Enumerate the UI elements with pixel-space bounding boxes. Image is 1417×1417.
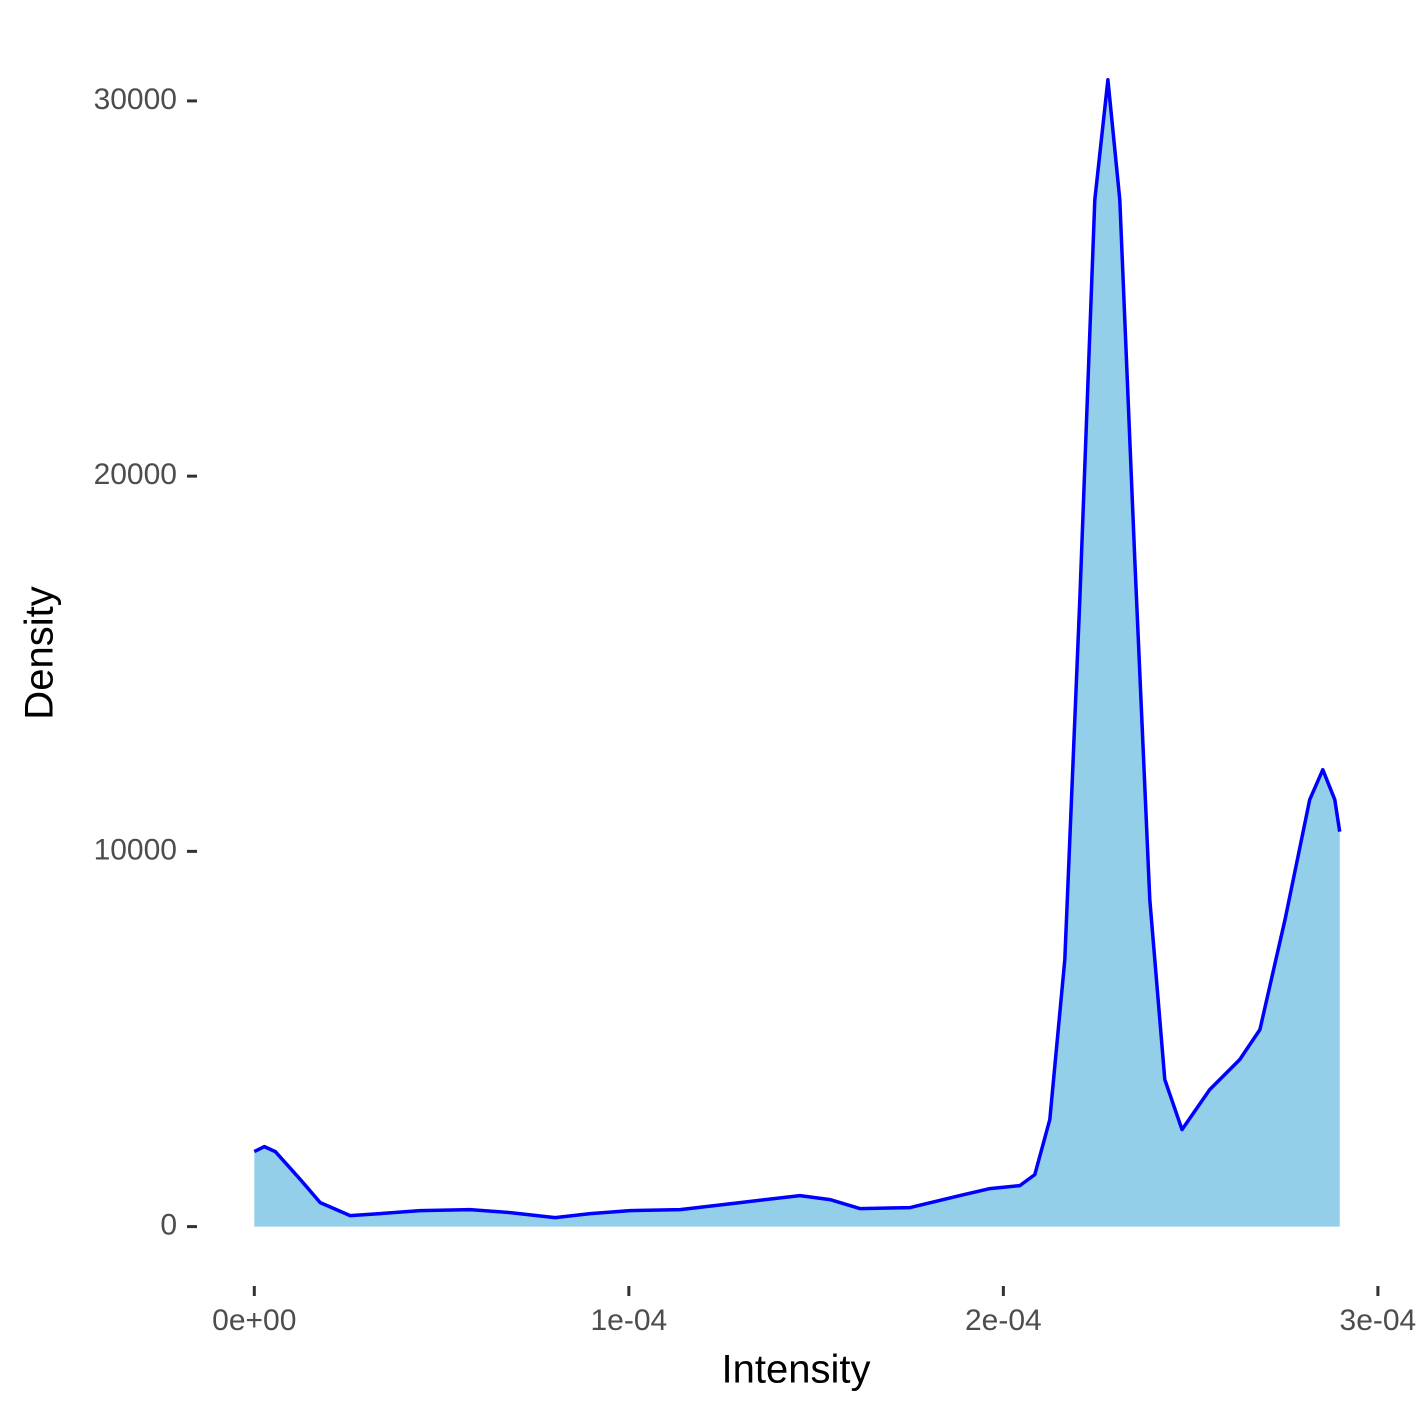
density-area: [254, 79, 1340, 1227]
density-line: [253, 78, 1342, 1220]
y-axis-title: Density: [18, 586, 62, 719]
y-tick-label: 0: [160, 1209, 177, 1242]
y-tick-label: 30000: [94, 83, 177, 116]
x-tick-label: 2e-04: [965, 1304, 1042, 1337]
x-axis-title: Intensity: [722, 1348, 871, 1392]
x-tick-label: 1e-04: [590, 1304, 667, 1337]
x-tick-label: 0e+00: [212, 1304, 296, 1337]
x-tick-label: 3e-04: [1340, 1304, 1417, 1337]
y-tick-label: 20000: [94, 458, 177, 491]
y-tick-label: 10000: [94, 833, 177, 866]
